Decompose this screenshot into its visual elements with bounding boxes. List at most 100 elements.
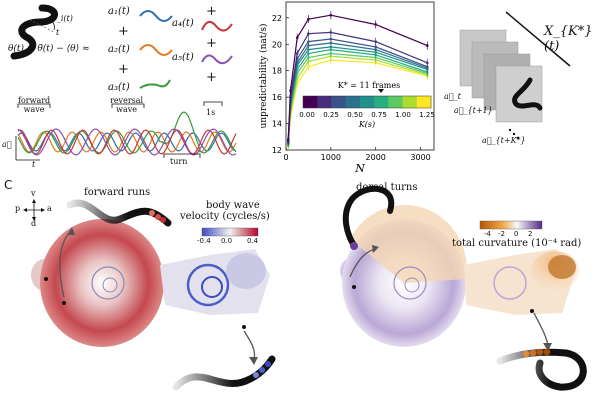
event-bracket-3 <box>163 153 201 158</box>
term-a3: a₃(t) <box>108 82 130 93</box>
colorbar-tick-label: 1.25 <box>419 111 435 119</box>
data-point <box>329 48 333 51</box>
data-point <box>329 41 333 45</box>
data-point <box>295 77 299 80</box>
data-point <box>289 106 292 110</box>
series-line <box>287 14 428 140</box>
mode-timeseries <box>15 101 237 161</box>
series-line <box>287 46 428 144</box>
curvature-tick-2: -2 <box>498 230 505 238</box>
y-tick-label: 16 <box>272 93 282 102</box>
forward-wave-label: forward wave <box>18 96 51 114</box>
colorbar-segment <box>331 96 347 108</box>
compass-icon <box>23 199 45 221</box>
series-line <box>287 59 428 147</box>
data-point <box>295 72 299 75</box>
data-point <box>425 66 429 70</box>
turn-worm <box>496 348 587 391</box>
series-line <box>287 42 428 143</box>
turn-worm-markers <box>522 348 551 358</box>
data-point <box>289 115 292 119</box>
term-a2: a₂(t) <box>108 44 130 55</box>
stack-label: X_{K*}(t) <box>544 24 593 54</box>
series-line <box>287 55 428 145</box>
data-point <box>329 58 333 62</box>
data-point <box>289 103 292 107</box>
data-point <box>307 60 310 63</box>
colorbar-tick-label: 0.50 <box>347 111 363 119</box>
compass-p: p <box>15 204 21 213</box>
plus-sign-5: + <box>206 70 217 85</box>
data-point <box>286 142 290 145</box>
data-point <box>286 138 290 141</box>
colorbar-segment <box>402 96 418 108</box>
y-tick-label: 14 <box>272 120 282 129</box>
data-point <box>295 36 299 39</box>
data-point <box>286 143 290 147</box>
data-point <box>286 144 290 148</box>
a-t-label: a⃗_t <box>444 92 461 101</box>
velocity-label-2: velocity (cycles/s) <box>180 211 270 222</box>
colorbar-tick-label: 0.75 <box>371 111 387 119</box>
colorbar-segment <box>303 96 318 108</box>
data-point <box>295 82 299 86</box>
behavior-maps <box>23 185 587 391</box>
data-point <box>289 101 292 104</box>
mode-trace-3 <box>17 111 237 154</box>
y-tick-label: 18 <box>272 67 282 76</box>
velocity-map <box>31 219 270 365</box>
data-point <box>286 142 290 145</box>
data-point <box>329 45 333 49</box>
data-point <box>374 45 377 49</box>
data-point <box>289 98 292 102</box>
compass-a: a <box>47 204 52 213</box>
k-star-marker <box>378 89 384 93</box>
reversal-wave-label: reversal wave <box>110 96 144 114</box>
mode-3-wave <box>139 79 171 89</box>
series-line <box>287 31 428 141</box>
series-line <box>287 52 428 145</box>
event-bracket-2 <box>111 103 145 108</box>
colorbar-segment <box>345 96 361 108</box>
plus-sign-3: + <box>206 4 217 19</box>
data-point <box>286 140 290 144</box>
velocity-label-1: body wave <box>206 200 260 211</box>
dorsal-turns-label: dorsal turns <box>356 182 418 193</box>
plot-frame <box>285 1 435 151</box>
forward-runs-label: forward runs <box>84 187 151 198</box>
data-point <box>425 68 429 71</box>
data-point <box>307 65 310 69</box>
data-point <box>307 48 310 51</box>
scale-bar <box>203 101 223 106</box>
colorbar-tick-label: 0.00 <box>299 111 315 119</box>
velocity-tick-neg: -0.4 <box>197 237 211 245</box>
data-point <box>425 61 429 65</box>
y-tick-label: 22 <box>272 14 282 23</box>
data-point <box>286 143 290 147</box>
colorbar-segment <box>388 96 404 108</box>
data-point <box>425 73 429 76</box>
data-point <box>374 40 377 43</box>
dorsal-turn-worm <box>342 185 395 248</box>
data-point <box>289 95 292 99</box>
reversal-worm-markers <box>253 361 271 378</box>
plus-sign-4: + <box>206 36 217 51</box>
colorbar-segment <box>359 96 375 108</box>
data-point <box>329 31 333 34</box>
time-axis-label: t <box>32 160 36 169</box>
compass-d: d <box>31 219 37 228</box>
data-point <box>307 52 310 55</box>
mode-trace-4 <box>17 129 237 155</box>
mode-2-wave <box>139 44 173 56</box>
data-point <box>425 70 429 74</box>
y-tick-label: 20 <box>272 40 282 49</box>
scale-bar-label: 1s <box>206 108 216 117</box>
turn-label: turn <box>170 157 188 166</box>
term-a4: a₄(t) <box>172 18 194 29</box>
data-point <box>286 139 290 143</box>
mode-5-wave <box>201 54 233 65</box>
data-point <box>307 40 310 43</box>
curvature-tick-3: 0 <box>514 230 519 238</box>
colorbar-tick-label: 1.00 <box>395 111 411 119</box>
plus-sign-2: + <box>118 62 129 77</box>
